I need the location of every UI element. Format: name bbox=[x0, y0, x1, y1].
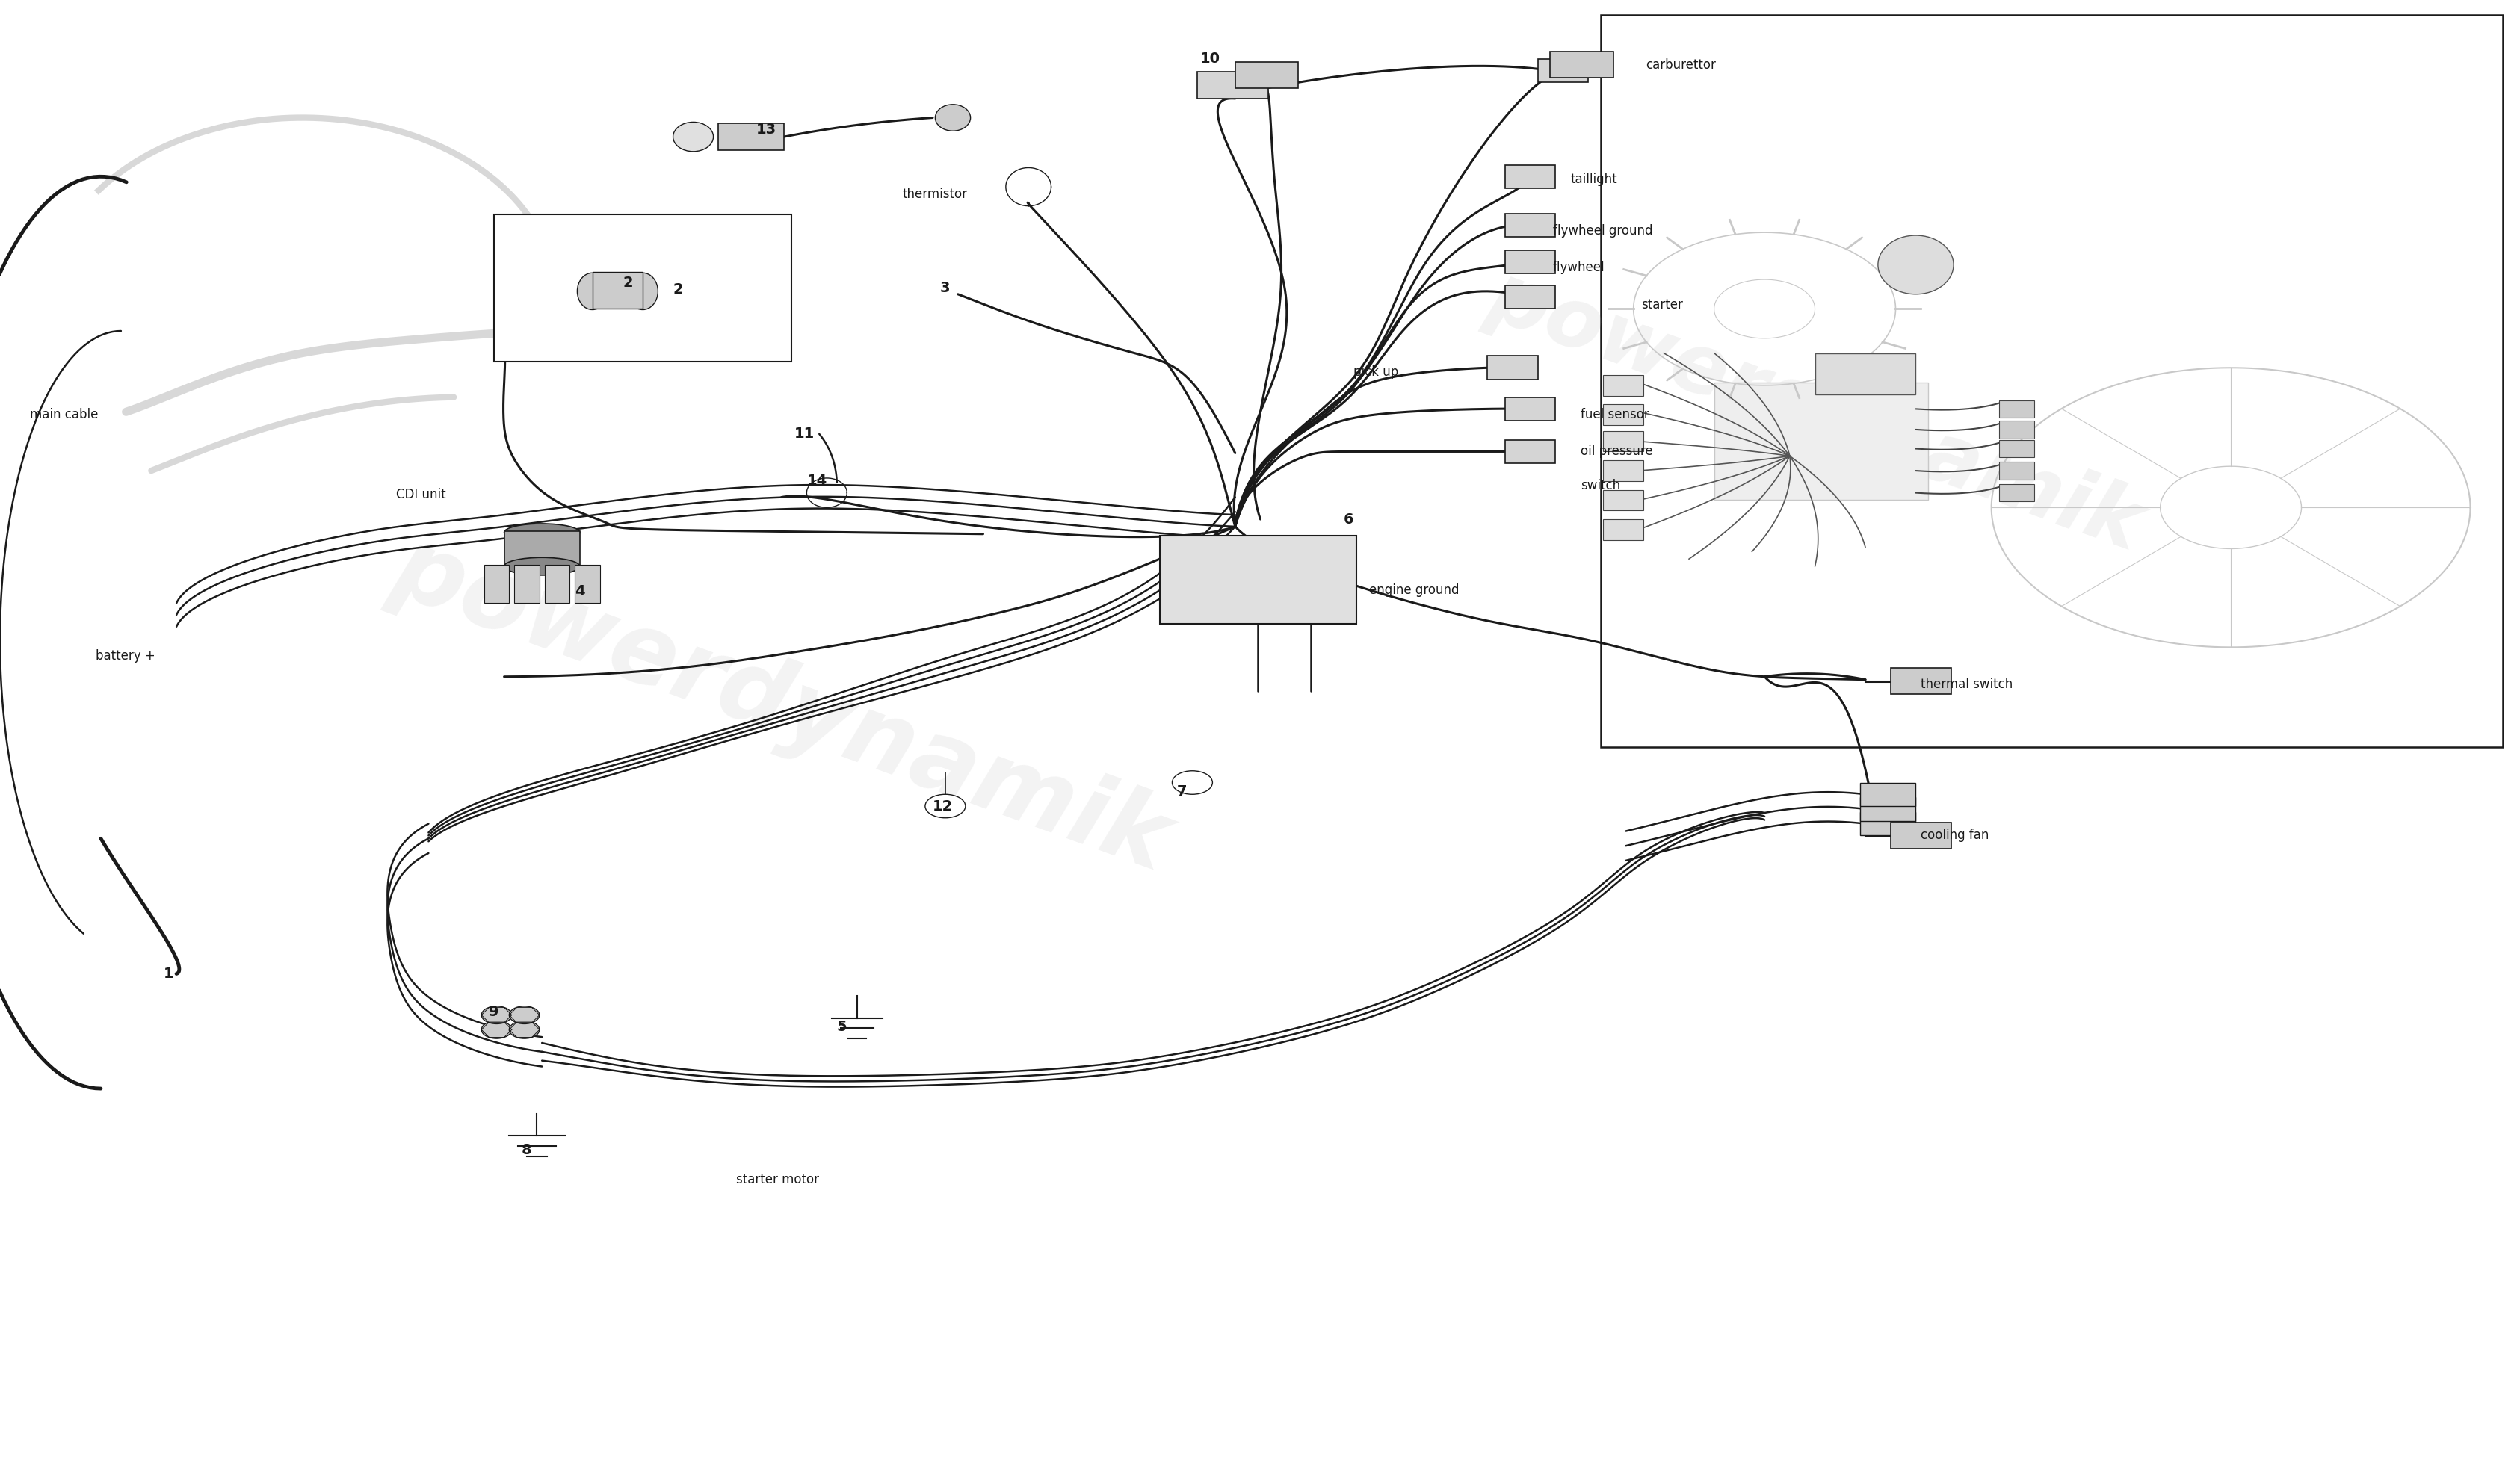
Bar bbox=[1998, 400, 2034, 418]
Bar bbox=[1235, 62, 1298, 88]
Circle shape bbox=[1172, 771, 1212, 794]
Bar bbox=[1890, 668, 1950, 694]
Text: engine ground: engine ground bbox=[1368, 583, 1459, 597]
Bar bbox=[1860, 797, 1915, 821]
Text: 14: 14 bbox=[806, 474, 827, 488]
Bar bbox=[1998, 462, 2034, 480]
Text: fuel sensor: fuel sensor bbox=[1580, 407, 1648, 422]
Text: pick up: pick up bbox=[1353, 365, 1399, 380]
Ellipse shape bbox=[577, 272, 607, 309]
Bar bbox=[544, 565, 570, 603]
Bar bbox=[1998, 421, 2034, 438]
Ellipse shape bbox=[673, 122, 713, 152]
Text: 4: 4 bbox=[575, 584, 585, 599]
Ellipse shape bbox=[627, 272, 658, 309]
Bar bbox=[1550, 51, 1613, 78]
Bar bbox=[1603, 490, 1643, 510]
Text: switch: switch bbox=[1580, 478, 1620, 493]
Text: 9: 9 bbox=[489, 1005, 499, 1019]
Circle shape bbox=[481, 1021, 512, 1039]
Bar bbox=[718, 124, 784, 150]
Text: cooling fan: cooling fan bbox=[1920, 828, 1988, 843]
Bar bbox=[1159, 535, 1356, 624]
Text: 7: 7 bbox=[1177, 784, 1187, 799]
Text: 6: 6 bbox=[1343, 512, 1353, 527]
Ellipse shape bbox=[1877, 235, 1953, 294]
Bar bbox=[1537, 59, 1588, 82]
Text: 10: 10 bbox=[1200, 51, 1220, 66]
Text: 12: 12 bbox=[932, 799, 953, 813]
Text: starter motor: starter motor bbox=[736, 1172, 819, 1187]
Bar bbox=[1504, 285, 1555, 309]
Text: 2: 2 bbox=[622, 275, 633, 290]
Bar bbox=[1600, 15, 2502, 747]
Bar bbox=[1504, 397, 1555, 421]
Bar bbox=[1998, 484, 2034, 502]
Bar bbox=[592, 272, 643, 309]
Text: powerdynamik: powerdynamik bbox=[1477, 256, 2152, 568]
Circle shape bbox=[481, 1006, 512, 1024]
Bar bbox=[1504, 440, 1555, 463]
Text: flywheel: flywheel bbox=[1552, 260, 1605, 275]
Text: thermal switch: thermal switch bbox=[1920, 677, 2013, 691]
Text: 1: 1 bbox=[164, 966, 174, 981]
Bar bbox=[484, 565, 509, 603]
Bar bbox=[575, 565, 600, 603]
Text: 8: 8 bbox=[522, 1143, 532, 1158]
Text: starter: starter bbox=[1641, 297, 1683, 312]
Bar bbox=[514, 565, 539, 603]
Ellipse shape bbox=[504, 524, 580, 541]
Bar bbox=[1860, 812, 1915, 836]
Bar bbox=[1860, 783, 1915, 806]
Ellipse shape bbox=[935, 104, 970, 131]
Bar bbox=[1603, 519, 1643, 540]
Bar bbox=[1603, 375, 1643, 396]
Bar bbox=[1998, 440, 2034, 457]
Bar bbox=[1890, 822, 1950, 849]
Text: oil pressure: oil pressure bbox=[1580, 444, 1653, 459]
Bar bbox=[1487, 356, 1537, 380]
Bar bbox=[1197, 72, 1268, 99]
Bar bbox=[1603, 405, 1643, 425]
Bar bbox=[504, 531, 580, 566]
Text: 13: 13 bbox=[756, 122, 776, 137]
Bar bbox=[1603, 431, 1643, 452]
Bar bbox=[1504, 213, 1555, 237]
Text: thermistor: thermistor bbox=[902, 187, 968, 202]
Circle shape bbox=[509, 1021, 539, 1039]
Bar bbox=[1814, 353, 1915, 394]
Text: flywheel ground: flywheel ground bbox=[1552, 224, 1653, 238]
Text: 5: 5 bbox=[837, 1019, 847, 1034]
Circle shape bbox=[509, 1006, 539, 1024]
Text: powerdynamik: powerdynamik bbox=[381, 521, 1182, 891]
Text: battery +: battery + bbox=[96, 649, 156, 663]
Text: main cable: main cable bbox=[30, 407, 98, 422]
Bar bbox=[1504, 250, 1555, 274]
Text: 2: 2 bbox=[673, 282, 683, 297]
Text: 11: 11 bbox=[794, 427, 814, 441]
Bar bbox=[1714, 382, 1928, 500]
Bar bbox=[1504, 165, 1555, 188]
Bar bbox=[494, 215, 791, 362]
Text: taillight: taillight bbox=[1570, 172, 1618, 187]
Text: carburettor: carburettor bbox=[1646, 57, 1716, 72]
Bar bbox=[1603, 460, 1643, 481]
Text: CDI unit: CDI unit bbox=[396, 487, 446, 502]
Ellipse shape bbox=[504, 558, 580, 575]
Circle shape bbox=[925, 794, 965, 818]
Text: 3: 3 bbox=[940, 281, 950, 296]
